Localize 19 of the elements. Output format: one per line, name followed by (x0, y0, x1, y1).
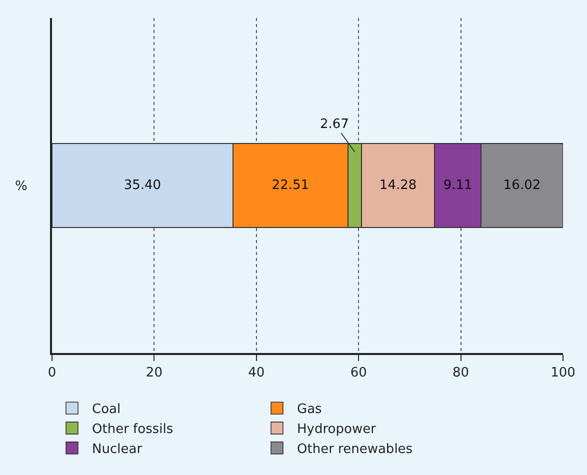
y-tick-label: % (15, 179, 28, 194)
data-label: 16.02 (503, 178, 541, 194)
legend-label: Nuclear (92, 442, 143, 458)
x-tick-label: 100 (550, 366, 576, 381)
x-tick-label: 60 (350, 366, 367, 381)
x-tick-label: 0 (48, 366, 56, 381)
legend-label: Gas (297, 402, 322, 418)
legend-label: Other renewables (297, 442, 413, 458)
data-label: 2.67 (320, 117, 349, 132)
x-tick-label: 80 (452, 366, 470, 381)
data-label: 14.28 (379, 178, 417, 194)
x-tick-label: 20 (146, 366, 162, 381)
legend-label: Coal (92, 402, 121, 418)
data-label: 35.40 (124, 178, 162, 194)
data-label: 9.11 (443, 178, 472, 194)
legend-label: Other fossils (92, 422, 174, 438)
x-tick-label: 40 (248, 366, 265, 381)
legend-label: Hydropower (297, 422, 377, 438)
data-label: 22.51 (272, 178, 310, 194)
